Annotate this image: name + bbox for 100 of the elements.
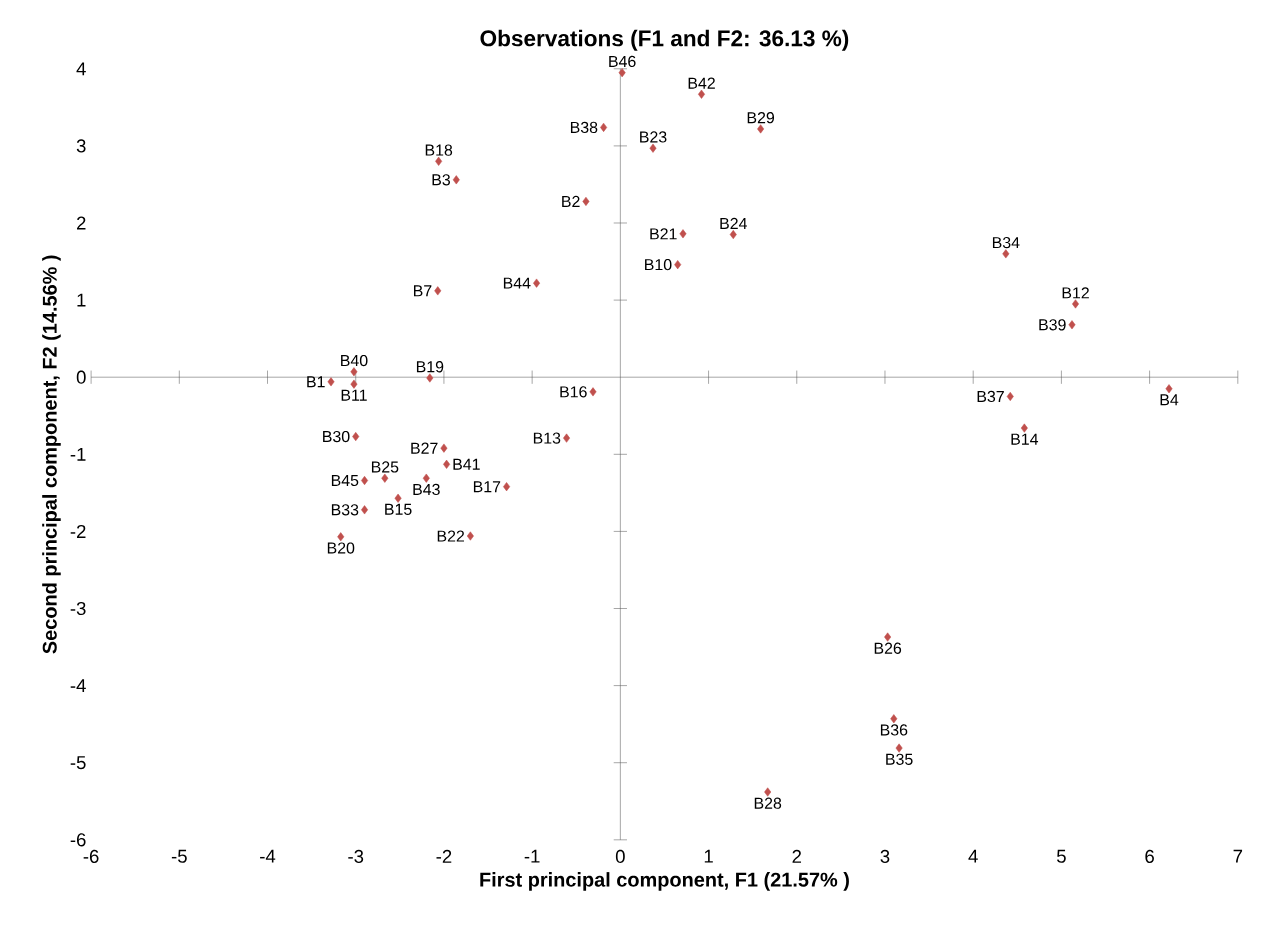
point <box>729 230 737 240</box>
annotation: B30 <box>323 430 350 443</box>
x-tick-label: 2 <box>792 849 802 863</box>
point <box>434 286 442 296</box>
point <box>350 367 358 377</box>
point <box>890 714 898 724</box>
point <box>503 482 511 492</box>
point <box>452 175 460 185</box>
y-tick-label: -1 <box>70 447 86 461</box>
annotation: B15 <box>385 503 412 515</box>
point <box>422 473 430 483</box>
point <box>426 373 434 383</box>
annotation: B45 <box>331 474 359 487</box>
point <box>582 196 590 206</box>
x-tick-label: 0 <box>615 849 625 864</box>
annotation: B29 <box>747 112 775 124</box>
point <box>649 143 657 153</box>
annotation: B27 <box>411 442 438 454</box>
annotation: B43 <box>413 483 440 496</box>
y-tick-label: -4 <box>70 679 86 693</box>
annotation: B21 <box>650 228 677 240</box>
point <box>1002 249 1010 259</box>
y-tick-label: 0 <box>76 370 86 384</box>
annotation: B34 <box>992 236 1020 249</box>
point <box>361 476 368 486</box>
point <box>381 473 389 483</box>
point <box>757 124 765 134</box>
x-axis-title: First principal component, F1 (21.57% ) <box>480 872 849 891</box>
point <box>1068 320 1076 330</box>
point <box>440 443 448 453</box>
point <box>394 493 402 503</box>
annotation: B4 <box>1160 394 1179 406</box>
x-tick-label: -5 <box>171 849 187 863</box>
annotation: B42 <box>688 77 715 89</box>
point <box>600 122 608 132</box>
point <box>1020 423 1028 433</box>
point <box>764 787 772 797</box>
y-tick-label: 3 <box>76 139 86 153</box>
x-tick-label: -3 <box>348 849 364 864</box>
annotation: B23 <box>640 131 667 143</box>
y-tick-label: -5 <box>70 756 86 770</box>
annotation: B38 <box>570 121 598 134</box>
x-tick-label: 4 <box>968 849 978 863</box>
chart-title: Observations (F1 and F2: 36.13 %) <box>480 29 849 51</box>
y-tick-label: 2 <box>77 216 86 230</box>
annotation: B26 <box>874 642 902 654</box>
point <box>1165 384 1173 394</box>
annotation: B25 <box>371 461 399 473</box>
annotation: B12 <box>1062 287 1089 299</box>
annotation: B13 <box>533 432 561 444</box>
y-axis-title: Second principal component, F2 (14.56% ) <box>42 255 61 654</box>
annotation: B28 <box>754 797 782 809</box>
annotation: B36 <box>880 724 908 736</box>
annotation: B46 <box>609 55 636 68</box>
annotation: B3 <box>432 174 451 186</box>
x-tick-label: -4 <box>260 849 276 863</box>
point <box>443 459 451 469</box>
point <box>884 632 892 642</box>
annotation: B16 <box>560 386 587 398</box>
point <box>1072 299 1079 309</box>
point <box>563 433 570 443</box>
annotation: B22 <box>437 530 465 542</box>
annotation: B41 <box>453 458 480 470</box>
y-tick-label: 1 <box>77 293 86 307</box>
annotation: B40 <box>341 354 368 367</box>
point <box>350 379 358 389</box>
annotation: B17 <box>473 481 501 493</box>
point <box>1006 391 1014 402</box>
x-tick-label: -1 <box>524 849 540 863</box>
point <box>895 743 903 753</box>
x-tick-label: 7 <box>1233 849 1243 863</box>
x-tick-label: -2 <box>436 849 452 863</box>
annotation: B33 <box>331 504 359 516</box>
annotation: B20 <box>327 542 355 554</box>
y-tick-label: 4 <box>76 62 86 76</box>
x-tick-label: 3 <box>880 849 890 864</box>
point <box>466 531 474 541</box>
annotation: B37 <box>977 390 1004 403</box>
annotation: B10 <box>645 259 672 271</box>
annotation: B18 <box>425 144 453 156</box>
annotation: B11 <box>341 389 367 401</box>
point <box>435 156 443 166</box>
point <box>533 278 541 288</box>
y-tick-label: -6 <box>70 833 86 847</box>
point <box>674 260 682 270</box>
annotation: B1 <box>307 376 325 388</box>
annotation: B7 <box>413 285 432 297</box>
annotation: B14 <box>1011 433 1039 445</box>
x-tick-label: 1 <box>704 849 713 863</box>
annotation: B2 <box>562 195 580 207</box>
point <box>618 68 626 78</box>
point <box>698 89 705 99</box>
annotation: B39 <box>1039 319 1066 331</box>
y-tick-label: -2 <box>70 524 86 538</box>
x-tick-label: 6 <box>1145 849 1154 864</box>
point <box>361 505 368 515</box>
point <box>337 532 345 542</box>
annotation: B24 <box>720 217 747 229</box>
point <box>589 387 597 397</box>
point <box>352 432 360 442</box>
